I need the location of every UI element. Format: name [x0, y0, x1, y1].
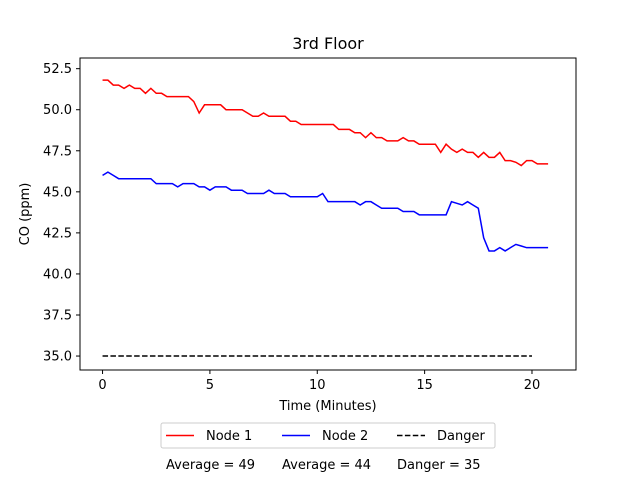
- x-axis: 0 5 10 15 20: [98, 370, 540, 393]
- legend-label-1: Node 1: [206, 429, 252, 444]
- y-tick-label: 47.5: [43, 144, 72, 159]
- annotation-3: Danger = 35: [397, 458, 481, 473]
- y-tick-label: 50.0: [43, 103, 72, 118]
- y-tick-label: 42.5: [43, 226, 72, 241]
- legend-label-3: Danger: [437, 429, 485, 444]
- annotations: Average = 49 Average = 44 Danger = 35: [166, 458, 481, 473]
- x-tick-label: 0: [98, 378, 106, 393]
- x-tick-label: 20: [524, 378, 541, 393]
- plot-background: [80, 58, 576, 370]
- plot-frame: [79, 57, 577, 371]
- x-tick-label: 5: [206, 378, 214, 393]
- y-tick-label: 40.0: [43, 267, 72, 282]
- annotation-2: Average = 44: [282, 458, 371, 473]
- series-line-2: [102, 171, 549, 252]
- y-tick-label: 37.5: [43, 308, 72, 323]
- y-tick-label: 52.5: [43, 62, 72, 77]
- y-axis-label: CO (ppm): [18, 183, 33, 246]
- series-line-1: [102, 79, 549, 167]
- x-tick-label: 15: [416, 378, 433, 393]
- x-tick-label: 10: [309, 378, 326, 393]
- legend-frame: [160, 422, 496, 449]
- legend-label-2: Node 2: [322, 429, 368, 444]
- y-tick-label: 35.0: [43, 350, 72, 365]
- x-axis-label: Time (Minutes): [278, 399, 376, 414]
- plot-area: [79, 57, 577, 371]
- chart-title: 3rd Floor: [292, 34, 364, 53]
- y-axis: 35.0 37.5 40.0 42.5 45.0 47.5 50.0 52.5: [43, 62, 80, 365]
- annotation-1: Average = 49: [166, 458, 255, 473]
- y-tick-label: 45.0: [43, 185, 72, 200]
- legend: Node 1 Node 2 Danger: [160, 422, 496, 449]
